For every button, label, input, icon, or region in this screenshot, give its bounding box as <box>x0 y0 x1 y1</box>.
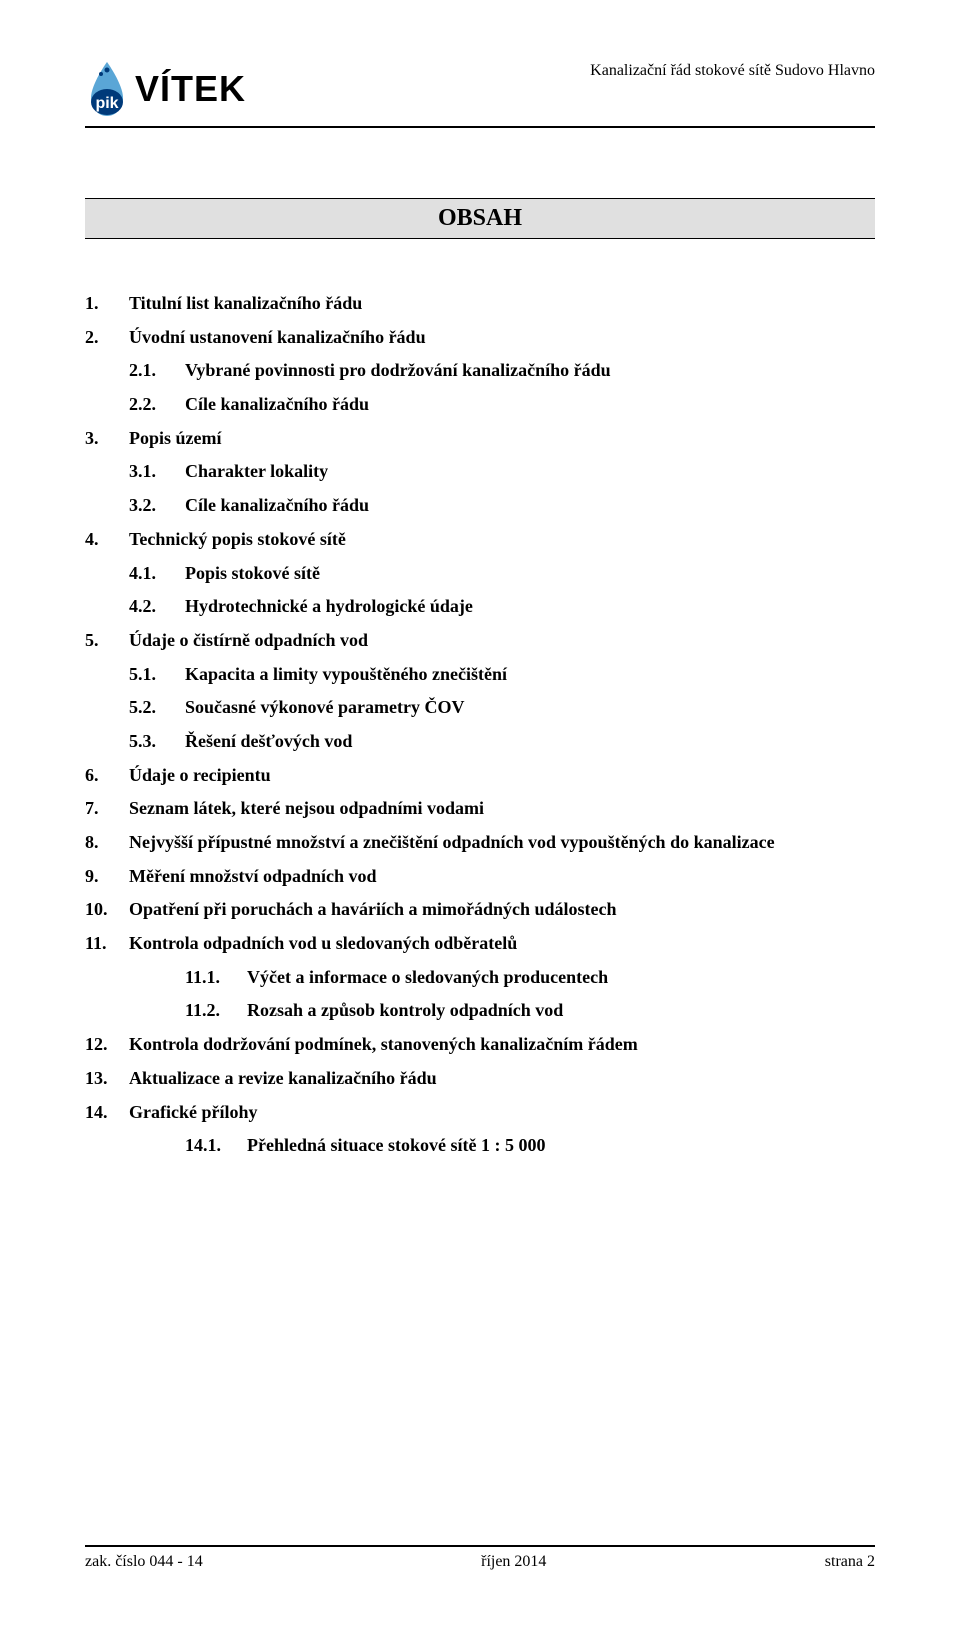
toc-item: 5.3.Řešení dešťových vod <box>85 727 875 757</box>
toc-item: 3.2.Cíle kanalizačního řádu <box>85 491 875 521</box>
toc-label: Popis stokové sítě <box>185 559 320 589</box>
toc-number: 9. <box>85 862 129 892</box>
toc-label: Řešení dešťových vod <box>185 727 352 757</box>
toc-label: Titulní list kanalizačního řádu <box>129 289 362 319</box>
footer-center: říjen 2014 <box>481 1553 546 1571</box>
toc-label: Údaje o recipientu <box>129 761 271 791</box>
toc-number: 13. <box>85 1064 129 1094</box>
toc-label: Kapacita a limity vypouštěného znečištěn… <box>185 660 507 690</box>
toc-item: 13.Aktualizace a revize kanalizačního řá… <box>85 1064 875 1094</box>
footer-right: strana 2 <box>825 1553 875 1571</box>
table-of-contents: 1.Titulní list kanalizačního řádu2.Úvodn… <box>85 289 875 1161</box>
toc-item: 11.1.Výčet a informace o sledovaných pro… <box>85 963 875 993</box>
toc-item: 11.Kontrola odpadních vod u sledovaných … <box>85 929 875 959</box>
toc-number: 12. <box>85 1030 129 1060</box>
toc-item: 3.Popis území <box>85 424 875 454</box>
toc-label: Vybrané povinnosti pro dodržování kanali… <box>185 356 611 386</box>
header-doc-title: Kanalizační řád stokové sítě Sudovo Hlav… <box>590 60 875 80</box>
toc-item: 1.Titulní list kanalizačního řádu <box>85 289 875 319</box>
toc-number: 3. <box>85 424 129 454</box>
toc-item: 5.1.Kapacita a limity vypouštěného zneči… <box>85 660 875 690</box>
toc-label: Hydrotechnické a hydrologické údaje <box>185 592 473 622</box>
toc-label: Aktualizace a revize kanalizačního řádu <box>129 1064 437 1094</box>
toc-item: 9.Měření množství odpadních vod <box>85 862 875 892</box>
toc-item: 7.Seznam látek, které nejsou odpadními v… <box>85 794 875 824</box>
toc-item: 5.Údaje o čistírně odpadních vod <box>85 626 875 656</box>
logo-text: VÍTEK <box>135 68 246 110</box>
toc-item: 10.Opatření při poruchách a haváriích a … <box>85 895 875 925</box>
toc-item: 11.2.Rozsah a způsob kontroly odpadních … <box>85 996 875 1026</box>
toc-label: Měření množství odpadních vod <box>129 862 377 892</box>
logo: pik VÍTEK <box>85 60 246 118</box>
toc-label: Nejvyšší přípustné množství a znečištění… <box>129 828 775 858</box>
toc-label: Rozsah a způsob kontroly odpadních vod <box>247 996 563 1026</box>
toc-number: 4.2. <box>129 592 185 622</box>
page-header: pik VÍTEK Kanalizační řád stokové sítě S… <box>85 60 875 128</box>
toc-item: 8.Nejvyšší přípustné množství a znečiště… <box>85 828 875 858</box>
toc-label: Grafické přílohy <box>129 1098 258 1128</box>
toc-number: 4. <box>85 525 129 555</box>
toc-label: Charakter lokality <box>185 457 328 487</box>
toc-number: 11. <box>85 929 129 959</box>
obsah-heading-box: OBSAH <box>85 198 875 239</box>
toc-label: Kontrola dodržování podmínek, stanovenýc… <box>129 1030 638 1060</box>
toc-item: 12.Kontrola dodržování podmínek, stanove… <box>85 1030 875 1060</box>
toc-number: 5. <box>85 626 129 656</box>
toc-number: 2.1. <box>129 356 185 386</box>
footer-left: zak. číslo 044 - 14 <box>85 1553 203 1571</box>
toc-number: 5.3. <box>129 727 185 757</box>
toc-number: 6. <box>85 761 129 791</box>
toc-item: 14.Grafické přílohy <box>85 1098 875 1128</box>
toc-item: 2.2.Cíle kanalizačního řádu <box>85 390 875 420</box>
toc-number: 7. <box>85 794 129 824</box>
toc-label: Technický popis stokové sítě <box>129 525 346 555</box>
toc-item: 2.Úvodní ustanovení kanalizačního řádu <box>85 323 875 353</box>
toc-number: 14. <box>85 1098 129 1128</box>
toc-item: 5.2.Současné výkonové parametry ČOV <box>85 693 875 723</box>
toc-item: 2.1.Vybrané povinnosti pro dodržování ka… <box>85 356 875 386</box>
toc-item: 4.Technický popis stokové sítě <box>85 525 875 555</box>
toc-label: Kontrola odpadních vod u sledovaných odb… <box>129 929 517 959</box>
toc-label: Opatření při poruchách a haváriích a mim… <box>129 895 617 925</box>
toc-number: 3.1. <box>129 457 185 487</box>
toc-label: Cíle kanalizačního řádu <box>185 390 369 420</box>
droplet-icon: pik <box>85 60 129 118</box>
toc-number: 2.2. <box>129 390 185 420</box>
toc-label: Seznam látek, které nejsou odpadními vod… <box>129 794 484 824</box>
toc-item: 14.1.Přehledná situace stokové sítě 1 : … <box>85 1131 875 1161</box>
toc-item: 4.2.Hydrotechnické a hydrologické údaje <box>85 592 875 622</box>
toc-label: Přehledná situace stokové sítě 1 : 5 000 <box>247 1131 545 1161</box>
toc-number: 1. <box>85 289 129 319</box>
toc-number: 8. <box>85 828 129 858</box>
page-footer: zak. číslo 044 - 14 říjen 2014 strana 2 <box>85 1545 875 1571</box>
toc-number: 11.2. <box>185 996 247 1026</box>
toc-label: Popis území <box>129 424 222 454</box>
toc-item: 4.1.Popis stokové sítě <box>85 559 875 589</box>
toc-number: 2. <box>85 323 129 353</box>
toc-number: 11.1. <box>185 963 247 993</box>
toc-number: 10. <box>85 895 129 925</box>
toc-number: 5.1. <box>129 660 185 690</box>
svg-text:pik: pik <box>95 95 118 112</box>
toc-label: Současné výkonové parametry ČOV <box>185 693 465 723</box>
toc-label: Cíle kanalizačního řádu <box>185 491 369 521</box>
toc-label: Úvodní ustanovení kanalizačního řádu <box>129 323 426 353</box>
toc-number: 3.2. <box>129 491 185 521</box>
toc-label: Výčet a informace o sledovaných producen… <box>247 963 608 993</box>
toc-number: 5.2. <box>129 693 185 723</box>
toc-number: 14.1. <box>185 1131 247 1161</box>
obsah-heading: OBSAH <box>85 205 875 232</box>
toc-number: 4.1. <box>129 559 185 589</box>
toc-label: Údaje o čistírně odpadních vod <box>129 626 368 656</box>
toc-item: 6.Údaje o recipientu <box>85 761 875 791</box>
toc-item: 3.1.Charakter lokality <box>85 457 875 487</box>
